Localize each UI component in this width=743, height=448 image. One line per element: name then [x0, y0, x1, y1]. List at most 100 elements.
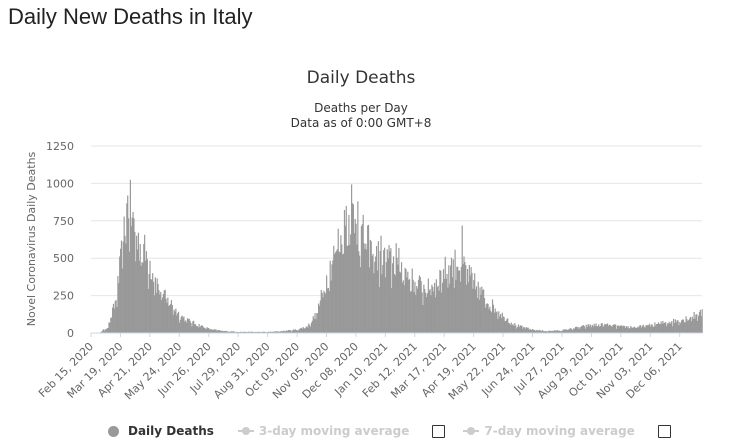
legend-item-daily-deaths[interactable]: Daily Deaths [108, 424, 214, 438]
bar [662, 320, 664, 333]
bar [142, 262, 144, 333]
bar [630, 325, 632, 333]
bar [337, 228, 339, 333]
bar [564, 329, 566, 333]
bar [640, 327, 643, 333]
bar [178, 322, 181, 333]
bar [196, 326, 198, 333]
bar [169, 305, 171, 333]
bar [462, 264, 464, 333]
bar [394, 275, 396, 333]
bar [175, 308, 177, 333]
bar [343, 209, 346, 333]
bar [452, 259, 454, 333]
bar [265, 331, 267, 333]
bar [418, 275, 420, 333]
checkbox-7-day-average[interactable] [657, 424, 671, 438]
bar [561, 330, 563, 333]
bar [321, 292, 323, 333]
bar [656, 324, 658, 333]
bar [188, 318, 190, 333]
bar [276, 331, 279, 333]
bar [422, 305, 424, 333]
bar [496, 311, 498, 333]
bar [534, 330, 536, 333]
bar [700, 316, 702, 333]
bar [181, 315, 183, 333]
bar [427, 278, 429, 333]
bar [501, 312, 503, 333]
bar [197, 327, 199, 333]
bar [134, 231, 136, 333]
legend-daily-deaths-label: Daily Deaths [128, 424, 214, 438]
bar [638, 327, 640, 333]
bar [607, 323, 609, 333]
bar [172, 314, 174, 333]
legend-item-3-day-average[interactable]: 3-day moving average [237, 424, 409, 438]
bar [600, 323, 602, 333]
bar [114, 301, 116, 333]
checkbox-3-day-average[interactable] [432, 424, 446, 438]
bar [101, 331, 103, 333]
bar [156, 278, 158, 333]
bar [281, 331, 283, 333]
bar [116, 306, 118, 333]
bar [529, 328, 531, 333]
bar [615, 324, 617, 333]
bar [582, 325, 585, 333]
legend-item-7-day-average[interactable]: 7-day moving average [463, 424, 635, 438]
bar [689, 316, 692, 333]
bar [666, 323, 668, 333]
bar [502, 316, 504, 333]
legend-7-day-average-marker [463, 426, 480, 436]
bar [148, 273, 150, 333]
bar [619, 325, 621, 333]
bar [567, 329, 569, 333]
bar [544, 331, 546, 333]
bar [132, 212, 134, 333]
bar [115, 299, 117, 333]
bar [450, 265, 452, 333]
bar [686, 319, 688, 333]
bar [488, 308, 490, 333]
bar [411, 268, 413, 333]
bar [657, 322, 660, 333]
bar [375, 256, 377, 333]
bar [558, 330, 561, 333]
bar [453, 287, 455, 333]
bar [129, 179, 131, 333]
bar [681, 320, 683, 333]
bar [245, 331, 247, 333]
bar [391, 288, 393, 333]
bar [268, 331, 271, 333]
bar [536, 330, 538, 333]
bar [580, 326, 582, 333]
bar [200, 325, 202, 333]
y-tick-label: 1000 [46, 177, 74, 190]
bar [421, 292, 423, 333]
bar [401, 282, 404, 333]
bar [105, 329, 107, 333]
bar [655, 325, 657, 333]
bar [530, 329, 532, 333]
bar [318, 303, 320, 333]
bar [109, 322, 111, 333]
bar [167, 297, 169, 333]
bar [357, 201, 359, 333]
bar [334, 253, 336, 333]
bar [660, 321, 662, 333]
bar [375, 246, 378, 333]
bar [285, 330, 288, 333]
bar [326, 288, 329, 333]
bar [587, 324, 589, 333]
bar [369, 239, 371, 333]
bar [426, 293, 429, 333]
bar [349, 244, 351, 333]
bar [433, 291, 435, 333]
bar [370, 241, 372, 333]
bar [513, 325, 515, 333]
bar [653, 326, 655, 333]
bar [480, 294, 482, 333]
bar [466, 284, 468, 333]
bar [222, 331, 224, 333]
